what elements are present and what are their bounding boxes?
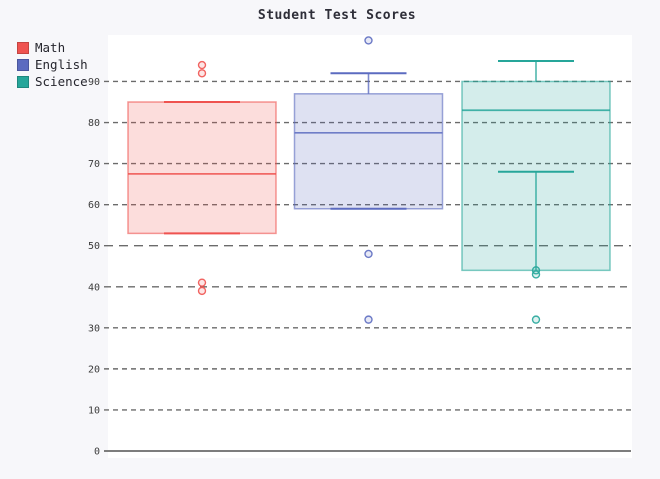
legend-swatch-science-icon [17,75,29,88]
legend-label: Math [35,40,66,55]
outlier-math-3 [197,286,207,296]
outlier-science-1 [531,270,541,279]
outlier-math-0 [197,69,207,78]
outlier-english-0 [364,36,373,45]
y-tick-label-10: 10 [88,405,100,416]
y-tick-label-40: 40 [88,282,100,293]
outlier-science-2 [531,315,541,324]
y-tick-label-50: 50 [88,241,100,252]
y-tick-label-90: 90 [88,77,100,88]
box-science [461,80,611,272]
outlier-math-2 [197,278,207,287]
legend-swatch-english-icon [17,58,29,71]
box-math [127,101,277,235]
legend: Math English Science [17,41,88,88]
legend-item-science: Science [17,75,88,88]
y-tick-label-60: 60 [88,200,100,211]
outlier-english-2 [364,315,373,324]
y-tick-label-0: 0 [94,447,100,458]
legend-item-math: Math [17,41,88,54]
legend-label: Science [35,74,88,89]
y-tick-label-80: 80 [88,118,100,129]
legend-swatch-math-icon [17,41,29,54]
outlier-english-1 [364,249,373,259]
legend-item-english: English [17,58,88,71]
y-tick-label-30: 30 [88,323,100,334]
outlier-math-1 [197,60,207,70]
y-tick-label-70: 70 [88,159,100,170]
plot-area [108,35,632,458]
y-tick-label-20: 20 [88,364,100,375]
box-english [293,93,444,210]
chart-title: Student Test Scores [257,8,417,23]
legend-label: English [35,57,88,72]
